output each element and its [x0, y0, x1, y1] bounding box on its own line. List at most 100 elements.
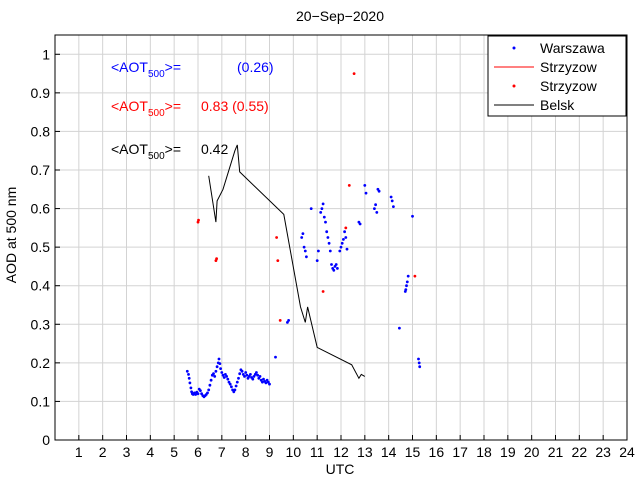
x-tick-label: 2 [99, 444, 107, 460]
data-point-warszawa [213, 375, 216, 378]
data-point-warszawa [235, 385, 238, 388]
x-tick-label: 4 [146, 444, 154, 460]
data-point-warszawa [342, 238, 345, 241]
data-point-warszawa [219, 362, 222, 365]
x-tick-label: 14 [381, 444, 397, 460]
data-point-warszawa [335, 263, 338, 266]
y-tick-label: 0 [42, 432, 50, 448]
data-point-strzyzow [215, 257, 218, 260]
data-point-warszawa [241, 370, 244, 373]
data-point-warszawa [237, 377, 240, 380]
data-point-warszawa [343, 230, 346, 233]
legend-dot-swatch [513, 47, 516, 50]
data-point-warszawa [249, 373, 252, 376]
y-tick-label: 0.9 [31, 85, 51, 101]
x-tick-label: 7 [218, 444, 226, 460]
y-tick-label: 0.1 [31, 393, 51, 409]
data-point-strzyzow [276, 259, 279, 262]
data-point-warszawa [418, 362, 421, 365]
y-tick-label: 0.3 [31, 316, 51, 332]
data-point-strzyzow [353, 72, 356, 75]
data-point-strzyzow [279, 319, 282, 322]
data-point-warszawa [207, 389, 210, 392]
data-point-warszawa [210, 379, 213, 382]
data-point-strzyzow [275, 236, 278, 239]
data-point-strzyzow [197, 219, 200, 222]
x-tick-label: 6 [194, 444, 202, 460]
data-point-warszawa [287, 319, 290, 322]
data-point-warszawa [199, 389, 202, 392]
data-point-warszawa [303, 246, 306, 249]
data-point-warszawa [316, 259, 319, 262]
x-tick-label: 20 [524, 444, 540, 460]
x-tick-label: 1 [75, 444, 83, 460]
x-tick-label: 16 [429, 444, 445, 460]
legend-label: Strzyzow [540, 78, 598, 94]
data-point-warszawa [209, 384, 212, 387]
data-point-strzyzow [322, 290, 325, 293]
data-point-warszawa [220, 371, 223, 374]
data-point-warszawa [418, 365, 421, 368]
data-point-strzyzow [414, 275, 417, 278]
data-point-strzyzow [344, 227, 347, 230]
x-tick-label: 17 [452, 444, 468, 460]
data-point-warszawa [216, 365, 219, 368]
data-point-warszawa [329, 250, 332, 253]
data-point-warszawa [302, 232, 305, 235]
data-point-warszawa [363, 184, 366, 187]
data-point-warszawa [189, 382, 192, 385]
data-point-warszawa [255, 371, 258, 374]
x-tick-label: 15 [405, 444, 421, 460]
y-tick-label: 1 [42, 46, 50, 62]
data-point-warszawa [344, 236, 347, 239]
x-tick-label: 9 [266, 444, 274, 460]
data-point-warszawa [340, 246, 343, 249]
data-point-warszawa [365, 192, 368, 195]
data-point-warszawa [405, 284, 408, 287]
x-tick-label: 8 [242, 444, 250, 460]
data-point-warszawa [324, 221, 327, 224]
data-point-warszawa [321, 207, 324, 210]
x-tick-label: 18 [476, 444, 492, 460]
data-point-warszawa [197, 392, 200, 395]
data-point-warszawa [226, 378, 229, 381]
data-point-warszawa [265, 382, 268, 385]
data-point-warszawa [411, 215, 414, 218]
x-tick-label: 12 [333, 444, 349, 460]
data-point-warszawa [417, 358, 420, 361]
data-point-warszawa [190, 387, 193, 390]
data-point-warszawa [186, 370, 189, 373]
data-point-warszawa [407, 275, 410, 278]
data-point-warszawa [332, 269, 335, 272]
data-point-warszawa [398, 327, 401, 330]
data-point-warszawa [238, 372, 241, 375]
data-point-warszawa [206, 392, 209, 395]
x-tick-label: 13 [357, 444, 373, 460]
x-tick-label: 10 [286, 444, 302, 460]
data-point-warszawa [404, 288, 407, 291]
data-point-warszawa [274, 356, 277, 359]
x-tick-label: 19 [500, 444, 516, 460]
x-axis-label: UTC [326, 461, 355, 477]
legend-label: Warszawa [540, 40, 605, 56]
data-point-warszawa [346, 248, 349, 251]
data-point-warszawa [243, 375, 246, 378]
legend-dot-swatch [513, 85, 516, 88]
data-point-warszawa [338, 250, 341, 253]
data-point-warszawa [359, 223, 362, 226]
data-point-warszawa [336, 267, 339, 270]
data-point-warszawa [391, 200, 394, 203]
data-point-warszawa [244, 371, 247, 374]
data-point-warszawa [327, 236, 330, 239]
data-point-warszawa [304, 250, 307, 253]
x-tick-label: 23 [595, 444, 611, 460]
data-point-warszawa [323, 216, 326, 219]
chart-title: 20−Sep−2020 [296, 8, 384, 24]
y-tick-label: 0.6 [31, 201, 51, 217]
data-point-warszawa [325, 230, 328, 233]
x-tick-label: 3 [123, 444, 131, 460]
data-point-warszawa [322, 203, 325, 206]
data-point-warszawa [230, 385, 233, 388]
y-tick-label: 0.8 [31, 123, 51, 139]
